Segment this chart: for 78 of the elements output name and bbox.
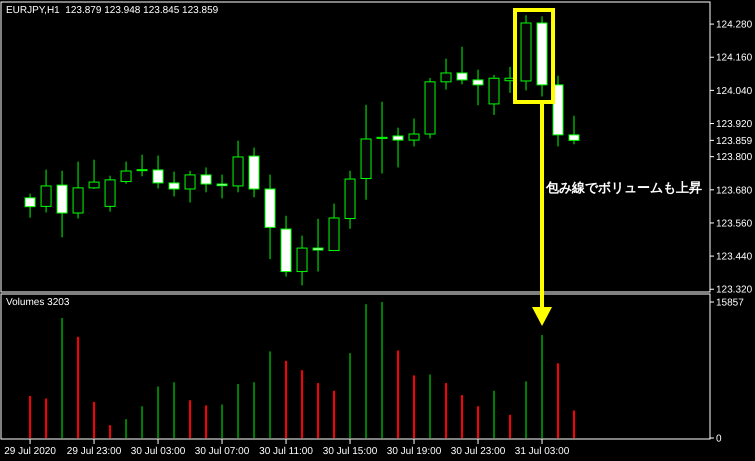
bar xyxy=(237,384,240,438)
bar xyxy=(141,406,144,438)
annotation: 包み線でボリュームも上昇 xyxy=(545,180,702,195)
bar xyxy=(509,414,512,438)
bar xyxy=(365,304,368,438)
bar xyxy=(189,400,192,438)
candlestick xyxy=(472,69,484,106)
candlestick xyxy=(136,154,148,177)
bar xyxy=(461,395,464,438)
candlestick xyxy=(120,161,132,184)
bar xyxy=(349,353,352,438)
candlestick xyxy=(168,171,180,197)
candlestick xyxy=(40,169,52,213)
bar xyxy=(285,360,288,438)
bar xyxy=(173,382,176,438)
x-tick-label: 30 Jul 07:00 xyxy=(194,446,250,457)
bar xyxy=(253,382,256,438)
x-tick-label: 30 Jul 15:00 xyxy=(322,446,378,457)
candlestick xyxy=(312,218,324,272)
bar xyxy=(557,363,560,438)
x-tick-label: 30 Jul 19:00 xyxy=(386,446,442,457)
y-tick-label: 124.160 xyxy=(716,52,753,64)
y-tick-label: 0 xyxy=(716,434,722,444)
bar xyxy=(269,351,272,438)
bar xyxy=(45,398,48,438)
candlestick xyxy=(184,170,196,204)
candlestick xyxy=(440,58,452,90)
bar xyxy=(77,336,80,438)
x-tick-label: 30 Jul 03:00 xyxy=(130,446,186,457)
y-tick-label: 123.560 xyxy=(716,218,753,230)
bar xyxy=(429,374,432,438)
bar xyxy=(109,425,112,438)
bar xyxy=(301,370,304,438)
x-tick-label: 31 Jul 03:00 xyxy=(514,446,570,457)
candlestick xyxy=(200,166,212,193)
y-tick-label: 123.920 xyxy=(716,119,753,130)
x-tick-label: 30 Jul 23:00 xyxy=(450,446,506,457)
bar xyxy=(445,383,448,438)
y-tick-label: 123.800 xyxy=(716,152,753,164)
bar xyxy=(381,302,384,438)
x-tick-label: 29 Jul 2020 xyxy=(4,446,56,457)
y-tick-label: 123.859 xyxy=(716,136,753,147)
bar xyxy=(29,396,32,438)
y-tick-label: 123.440 xyxy=(716,252,753,263)
bar xyxy=(525,381,528,438)
bar xyxy=(541,335,544,438)
y-tick-label: 124.040 xyxy=(716,86,753,97)
bar xyxy=(157,386,160,438)
bar xyxy=(317,383,320,438)
candlestick xyxy=(24,193,36,218)
x-tick-label: 30 Jul 11:00 xyxy=(259,446,314,457)
candlestick xyxy=(568,115,580,145)
y-tick-label: 123.680 xyxy=(716,185,753,196)
bar xyxy=(493,390,496,438)
bar xyxy=(205,405,208,438)
chart-title: EURJPY,H1 123.879 123.948 123.845 123.859 xyxy=(6,5,219,16)
y-tick-label: 123.320 xyxy=(716,284,753,296)
bar xyxy=(477,406,480,438)
candlestick xyxy=(152,155,164,189)
candlestick xyxy=(88,159,100,190)
chart-title: Volumes 3203 xyxy=(6,297,70,308)
candlestick xyxy=(296,235,308,286)
y-tick-label: 124.280 xyxy=(716,20,753,31)
candlestick xyxy=(408,118,420,147)
bar xyxy=(125,419,128,438)
bar xyxy=(93,402,96,438)
y-tick-label: 15857 xyxy=(716,298,744,308)
candlestick xyxy=(456,46,468,85)
bar xyxy=(413,375,416,438)
x-tick-label: 29 Jul 23:00 xyxy=(66,446,122,457)
bar xyxy=(397,350,400,438)
bar xyxy=(61,318,64,438)
bar xyxy=(333,390,336,438)
candlestick xyxy=(392,127,404,168)
bar xyxy=(221,404,224,438)
candlestick xyxy=(376,101,388,174)
bar xyxy=(573,410,576,438)
candlestick xyxy=(216,174,228,199)
